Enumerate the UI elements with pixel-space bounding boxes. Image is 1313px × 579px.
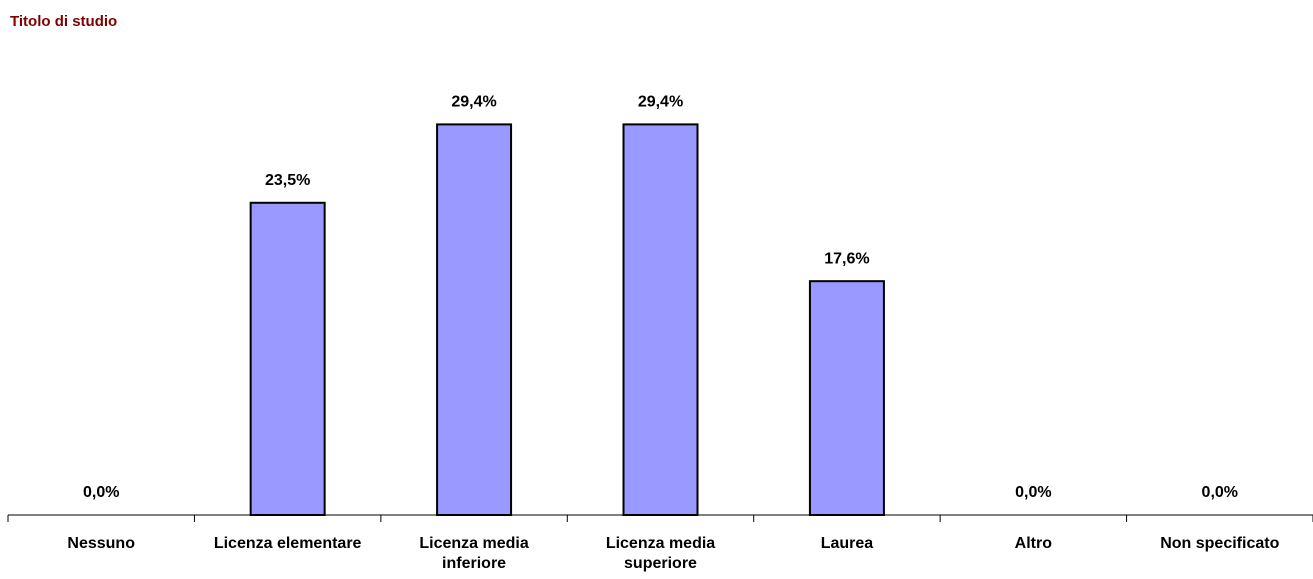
data-label: 29,4% [451, 94, 496, 111]
bar [808, 280, 885, 516]
chart-title: Titolo di studio [10, 13, 117, 30]
x-tick-label: Non specificato [1160, 535, 1280, 552]
data-label: 17,6% [824, 250, 869, 267]
x-tick-label: Licenza elementare [213, 535, 362, 552]
x-tick-label: Licenza media inferiore [419, 535, 529, 572]
x-tick-label: Laurea [820, 535, 874, 552]
bar [436, 123, 513, 517]
data-label: 29,4% [638, 94, 683, 111]
data-label: 0,0% [1015, 484, 1051, 501]
x-tick-label: Licenza media superiore [605, 535, 716, 572]
bar [622, 123, 699, 517]
data-label: 23,5% [265, 172, 310, 189]
bar [249, 201, 326, 517]
x-tick-label: Nessuno [67, 535, 135, 552]
data-label: 0,0% [83, 484, 119, 501]
data-label: 0,0% [1202, 484, 1238, 501]
x-tick-label: Altro [1014, 535, 1052, 552]
